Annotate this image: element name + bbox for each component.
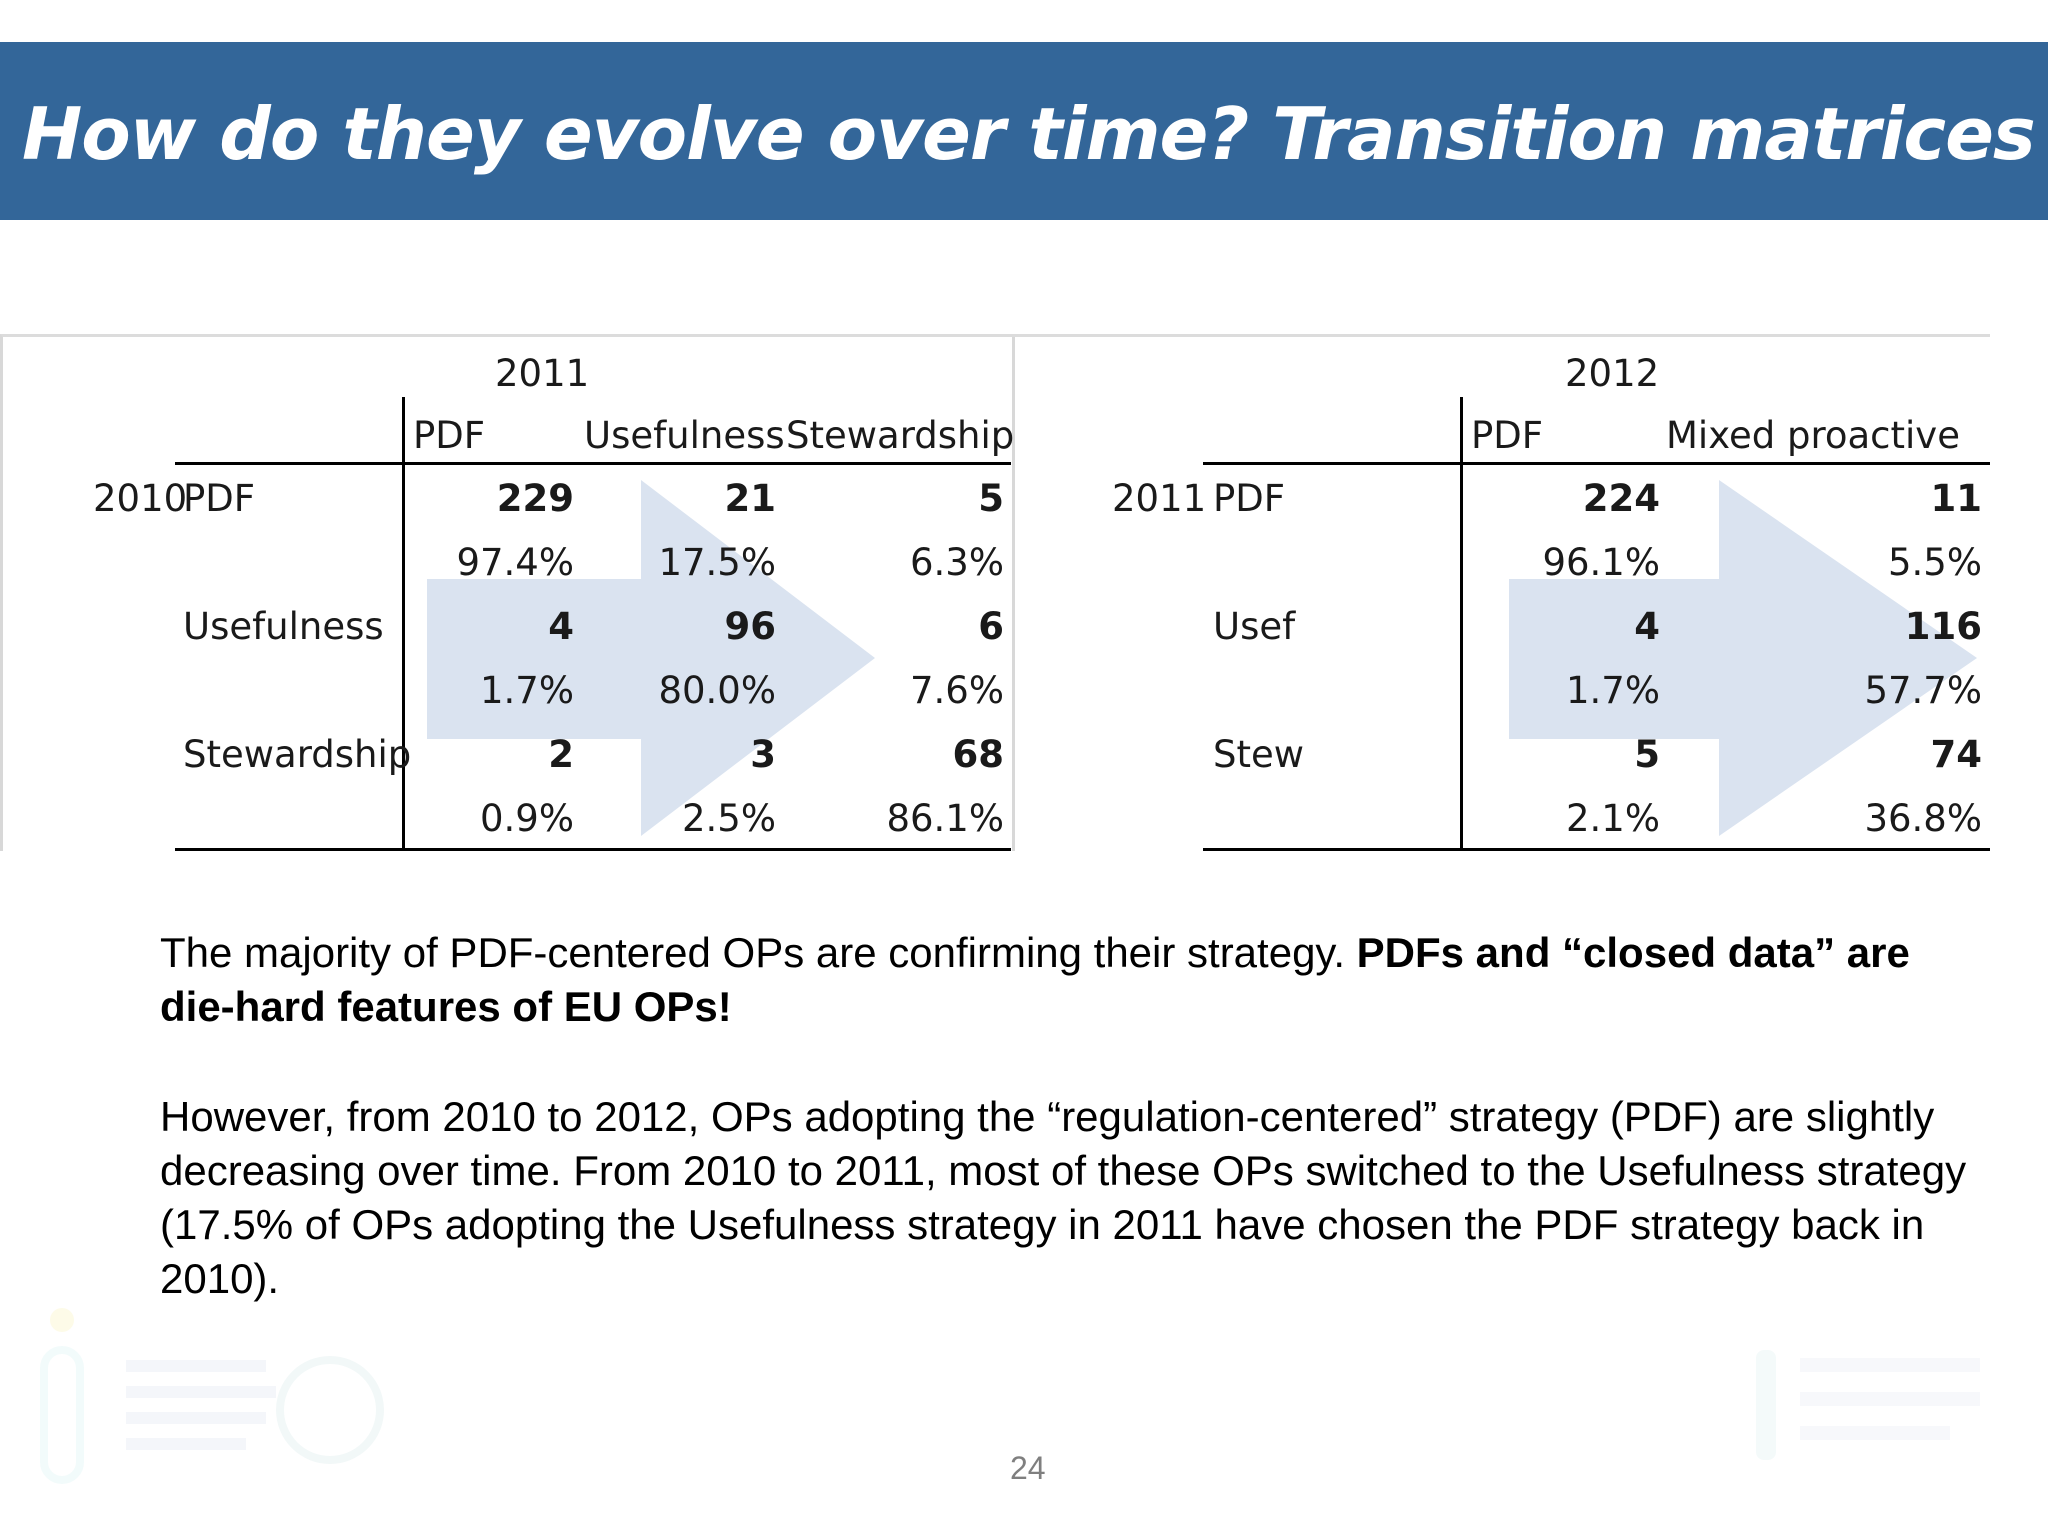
finding-paragraph: The majority of PDF-centered OPs are con… [160,926,1990,1034]
footer-logo-right [1756,1350,1980,1460]
finding-text: The majority of PDF-centered OPs are con… [160,929,1357,976]
row-label-usef: Usef [1213,605,1296,648]
share-cell: 36.8% [1864,797,1982,840]
count-cell: 11 [1930,477,1983,520]
footer-logo-left [40,1308,384,1484]
arrow-shape-right [1509,480,1977,836]
title-bar [0,42,2048,220]
count-cell: 6 [978,605,1004,648]
share-cell: 6.3% [910,541,1004,584]
share-cell: 2.1% [1566,797,1660,840]
column-header-mixed-proactive: Mixed proactive [1666,414,1960,457]
column-header-pdf: PDF [413,414,486,457]
column-header-usefulness: Usefulness [584,414,785,457]
row-label-stewardship: Stewardship [183,733,412,776]
share-cell: 97.4% [456,541,574,584]
share-cell: 57.7% [1864,669,1982,712]
count-cell: 5 [1634,733,1660,776]
row-label-divider [1460,397,1463,851]
count-cell: 116 [1904,605,1982,648]
row-year: 2010 [93,477,188,520]
count-cell: 3 [750,733,776,776]
share-cell: 1.7% [480,669,574,712]
column-year: 2011 [495,352,590,395]
row-label-divider [402,397,405,851]
explanation-paragraph: However, from 2010 to 2012, OPs adopting… [160,1093,1967,1302]
row-label-stew: Stew [1213,733,1305,776]
column-header-stewardship: Stewardship [786,414,1015,457]
row-year: 2011 [1112,477,1207,520]
count-cell: 4 [1634,605,1660,648]
transition-matrix-2011-2012: 2012 PDF Mixed proactive 2011 PDF Usef S… [1012,334,1990,851]
row-label-pdf: PDF [183,477,256,520]
count-cell: 68 [952,733,1005,776]
finding-emphasis: PDFs and “closed data” are die-hard feat… [160,929,1910,1030]
row-label-pdf: PDF [1213,477,1286,520]
arrow-shape-left [427,480,875,836]
bottom-rule [175,848,1011,851]
count-cell: 5 [978,477,1004,520]
bottom-rule [1203,848,1990,851]
column-header-pdf: PDF [1471,414,1544,457]
share-cell: 7.6% [910,669,1004,712]
share-cell: 96.1% [1542,541,1660,584]
share-cell: 0.9% [480,797,574,840]
page-number: 24 [1010,1450,1046,1486]
transition-matrix-2010-2011: 2011 PDF Usefulness Stewardship 2010 PDF… [0,334,1015,851]
count-cell: 229 [496,477,574,520]
share-cell: 1.7% [1566,669,1660,712]
header-rule [1203,462,1990,465]
share-cell: 2.5% [682,797,776,840]
count-cell: 4 [548,605,574,648]
share-cell: 17.5% [658,541,776,584]
count-cell: 74 [1930,733,1983,776]
share-cell: 80.0% [658,669,776,712]
row-label-usefulness: Usefulness [183,605,384,648]
header-rule [175,462,1011,465]
share-cell: 5.5% [1888,541,1982,584]
count-cell: 21 [724,477,777,520]
count-cell: 224 [1582,477,1660,520]
count-cell: 96 [724,605,777,648]
column-year: 2012 [1565,352,1660,395]
slide-title: How do they evolve over time? Transition… [22,92,2036,176]
share-cell: 86.1% [886,797,1004,840]
count-cell: 2 [548,733,574,776]
